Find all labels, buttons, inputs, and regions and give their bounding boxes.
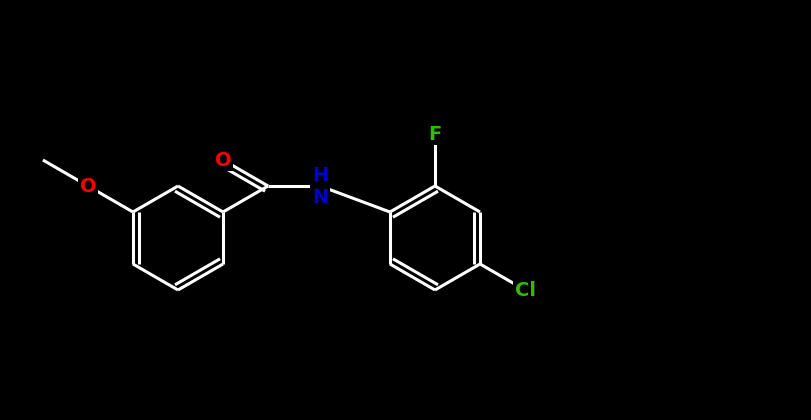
Text: Cl: Cl xyxy=(514,281,535,299)
Text: O: O xyxy=(79,176,97,195)
Text: F: F xyxy=(428,124,441,144)
Text: O: O xyxy=(214,150,231,170)
Text: H
N: H N xyxy=(311,165,328,207)
